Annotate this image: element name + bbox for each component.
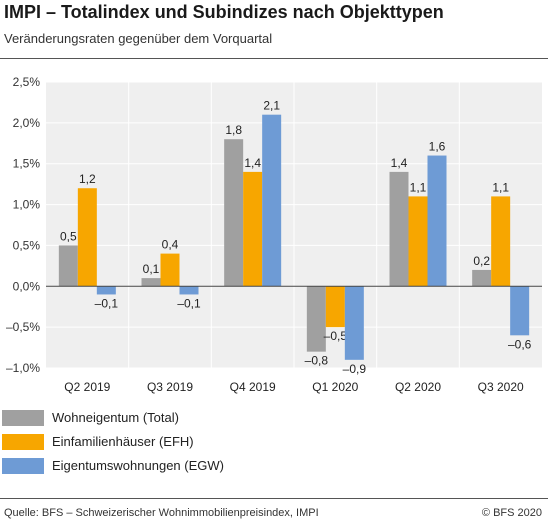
bar xyxy=(243,171,263,287)
bar xyxy=(179,286,199,295)
y-tick-label: –1,0% xyxy=(6,361,40,375)
y-tick-label: 1,5% xyxy=(13,157,41,171)
data-label: 1,1 xyxy=(410,180,427,194)
data-label: 1,1 xyxy=(492,180,509,194)
top-divider xyxy=(0,58,548,59)
legend-swatch-total xyxy=(2,410,44,426)
bar xyxy=(510,286,530,336)
bar xyxy=(96,286,116,295)
legend-swatch-egw xyxy=(2,458,44,474)
data-label: 0,4 xyxy=(162,238,179,252)
data-label: 1,8 xyxy=(225,123,242,137)
legend-swatch-efh xyxy=(2,434,44,450)
data-label: –0,9 xyxy=(343,362,367,376)
data-label: –0,8 xyxy=(305,354,329,368)
data-label: 0,1 xyxy=(143,262,160,276)
chart-title: IMPI – Totalindex und Subindizes nach Ob… xyxy=(4,2,444,22)
copyright-note: © BFS 2020 xyxy=(481,507,542,519)
data-label: –0,1 xyxy=(95,296,119,310)
x-tick-label: Q1 2020 xyxy=(312,380,358,394)
bar xyxy=(427,155,447,287)
x-tick-label: Q3 2019 xyxy=(147,380,193,394)
bar xyxy=(408,196,428,287)
bar xyxy=(472,269,492,287)
bar xyxy=(160,253,180,287)
legend-label-total: Wohneigentum (Total) xyxy=(52,410,179,425)
bar xyxy=(325,286,345,328)
y-tick-label: 2,5% xyxy=(13,75,41,89)
legend-label-egw: Eigentumswohnungen (EGW) xyxy=(52,458,224,473)
y-tick-label: –0,5% xyxy=(6,320,40,334)
bar xyxy=(141,278,161,287)
bar xyxy=(389,171,409,287)
x-tick-label: Q3 2020 xyxy=(478,380,524,394)
data-label: 0,2 xyxy=(473,254,490,268)
legend-item-efh: Einfamilienhäuser (EFH) xyxy=(2,434,302,454)
data-label: –0,1 xyxy=(177,296,201,310)
legend-item-egw: Eigentumswohnungen (EGW) xyxy=(2,458,302,478)
bar-chart: 2,5% 2,0% 1,5% 1,0% 0,5% 0,0% –0,5% –1,0% 0,5 1,2… xyxy=(6,75,542,394)
data-label: 1,4 xyxy=(244,156,261,170)
y-tick-label: 1,0% xyxy=(13,198,41,212)
data-label: –0,5 xyxy=(324,329,348,343)
source-note: Quelle: BFS – Schweizerischer Wohnimmobi… xyxy=(4,507,319,519)
legend-item-total: Wohneigentum (Total) xyxy=(2,410,302,430)
y-tick-label: 2,0% xyxy=(13,116,41,130)
x-tick-label: Q2 2019 xyxy=(64,380,110,394)
data-label: 1,4 xyxy=(391,156,408,170)
bottom-divider xyxy=(0,498,548,499)
bar xyxy=(344,286,364,360)
data-label: –0,6 xyxy=(508,337,532,351)
bar xyxy=(58,245,78,287)
y-tick-label: 0,5% xyxy=(13,238,41,252)
bar xyxy=(306,286,326,352)
legend-label-efh: Einfamilienhäuser (EFH) xyxy=(52,434,194,449)
data-label: 2,1 xyxy=(263,99,280,113)
chart-subtitle: Veränderungsraten gegenüber dem Vorquart… xyxy=(4,31,273,46)
data-label: 1,2 xyxy=(79,172,96,186)
data-label: 0,5 xyxy=(60,229,77,243)
bar xyxy=(491,196,511,287)
data-label: 1,6 xyxy=(429,140,446,154)
bar xyxy=(77,188,97,287)
y-tick-label: 0,0% xyxy=(13,279,41,293)
bar xyxy=(224,139,244,287)
x-tick-label: Q4 2019 xyxy=(230,380,276,394)
x-tick-label: Q2 2020 xyxy=(395,380,441,394)
bar xyxy=(262,114,282,287)
